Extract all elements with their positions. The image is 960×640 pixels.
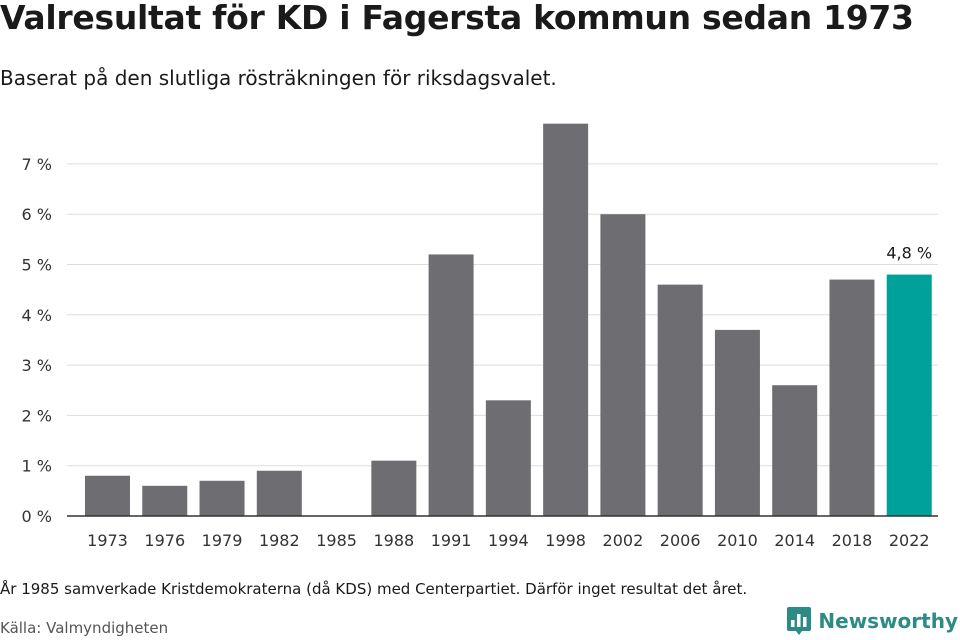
brand-logo: Newsworthy (786, 606, 958, 636)
chart-title: Valresultat för KD i Fagersta kommun sed… (0, 0, 914, 37)
y-tick-label: 3 % (22, 356, 52, 375)
bar-chart: 0 % 1 % 2 % 3 % 4 % 5 % 6 % 7 % 1973 1976 1979 1982… (22, 123, 938, 550)
y-tick-label: 4 % (22, 306, 52, 325)
bar (829, 279, 875, 516)
data-label: 4,8 % (886, 244, 932, 263)
bar (657, 284, 703, 516)
bar (428, 254, 474, 516)
x-tick-label: 2018 (832, 531, 873, 550)
bar (886, 274, 932, 516)
x-tick-label: 1994 (488, 531, 529, 550)
chart-subtitle: Baserat på den slutliga rösträkningen fö… (0, 66, 557, 90)
x-tick-label: 1998 (545, 531, 586, 550)
bar (85, 475, 130, 516)
y-tick-label: 1 % (22, 457, 52, 476)
bar (543, 123, 589, 516)
bar (772, 385, 818, 516)
source-note: Källa: Valmyndigheten (0, 619, 169, 637)
bar (600, 214, 646, 516)
y-tick-label: 7 % (22, 155, 52, 174)
bar (371, 460, 417, 516)
x-tick-label: 1973 (87, 531, 128, 550)
x-tick-label: 1988 (373, 531, 414, 550)
x-tick-label: 1976 (144, 531, 185, 550)
x-tick-label: 2002 (603, 531, 644, 550)
y-tick-label: 5 % (22, 256, 52, 275)
bar (485, 400, 531, 516)
x-tick-label: 1985 (316, 531, 357, 550)
bar-chart-icon (787, 607, 812, 635)
x-tick-label: 1982 (259, 531, 300, 550)
bar (199, 480, 245, 516)
y-tick-label: 2 % (22, 406, 52, 425)
y-tick-label: 6 % (22, 205, 52, 224)
bar (256, 470, 302, 516)
brand-name: Newsworthy (818, 609, 958, 633)
bar (714, 329, 760, 516)
footnote: År 1985 samverkade Kristdemokraterna (då… (0, 580, 748, 598)
x-tick-label: 2014 (774, 531, 815, 550)
x-tick-label: 1991 (431, 531, 472, 550)
x-tick-label: 2010 (717, 531, 758, 550)
bar (142, 485, 188, 516)
x-tick-label: 2006 (660, 531, 701, 550)
x-tick-label: 2022 (889, 531, 930, 550)
y-tick-label: 0 % (22, 507, 52, 526)
x-tick-label: 1979 (202, 531, 243, 550)
